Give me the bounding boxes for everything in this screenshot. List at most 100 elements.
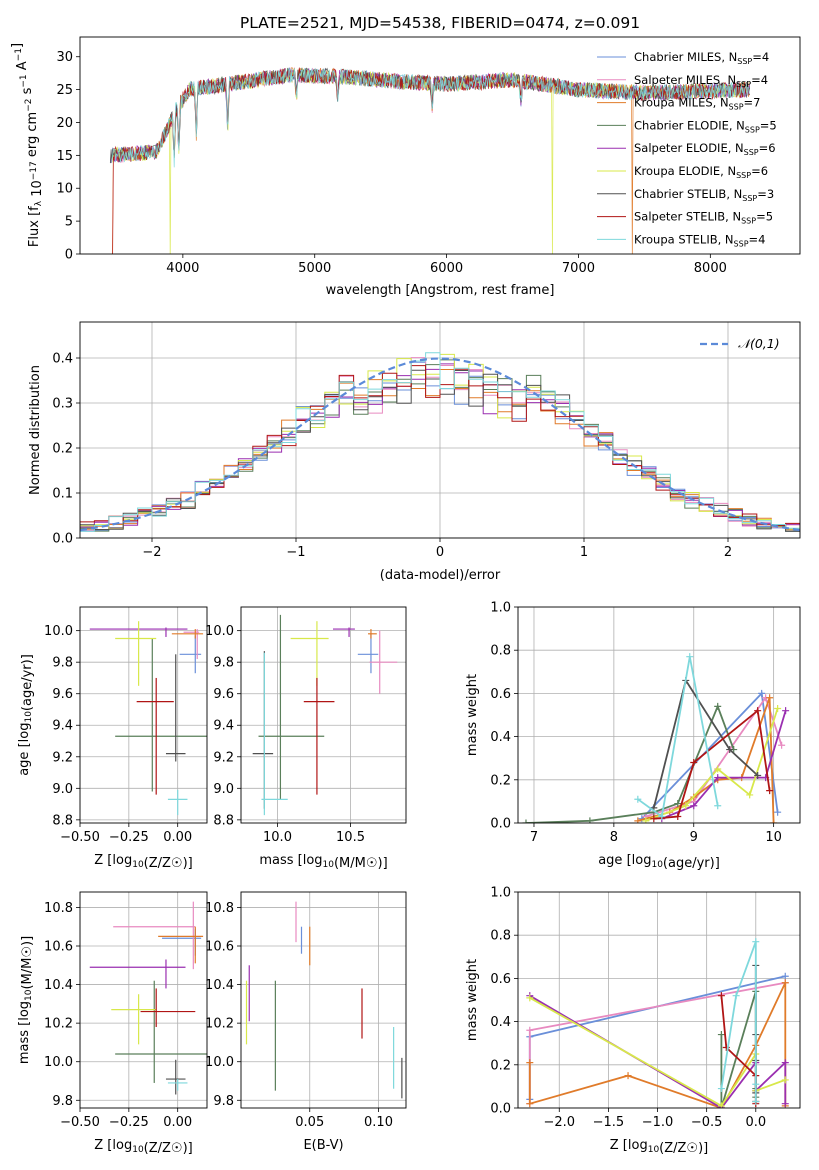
weight-point [714, 765, 722, 773]
weight_vs_Z-ylabel: mass weight [465, 959, 480, 1041]
weight_vs_age-ylabel: mass weight [465, 674, 480, 756]
x-tick-label: 0.00 [163, 830, 192, 845]
errorbar-kroupa-miles [158, 926, 204, 964]
legend-label: Chabrier MILES, NSSP=4 [634, 50, 769, 66]
weight-line [525, 703, 735, 823]
y-tick-label: 9.8 [213, 656, 234, 671]
y-tick-label: 10 [56, 182, 73, 197]
errorbar-salpeter-elodie [332, 627, 355, 637]
x-tick-label: 7 [530, 830, 538, 845]
weight_vs_age-frame [517, 606, 801, 824]
errorbar-chabrier-miles [179, 635, 202, 674]
weight-point [714, 774, 722, 782]
weight-series-salpeter-stelib [650, 707, 774, 823]
legend-label: Kroupa STELIB, NSSP=4 [634, 232, 765, 248]
x-tick-label: −1.0 [642, 1115, 674, 1130]
legend-label: Salpeter MILES, NSSP=4 [634, 73, 768, 89]
y-tick-label: 10.0 [205, 1055, 234, 1070]
y-tick-label: 10.2 [44, 1017, 73, 1032]
residuals-ylabel: Normed distribution [28, 365, 43, 495]
y-tick-label: 8.8 [213, 813, 234, 828]
y-tick-label: 30 [56, 50, 73, 65]
y-tick-label: 0.1 [52, 487, 73, 502]
x-tick-label: −0.50 [60, 1115, 100, 1130]
y-tick-label: 10.2 [205, 1017, 234, 1032]
weight-series-chabrier-elodie [522, 702, 738, 823]
x-tick-label: 1 [580, 545, 588, 560]
x-tick-label: −2 [142, 545, 161, 560]
errorbar-kroupa-miles [171, 629, 204, 639]
weight-point [766, 787, 774, 795]
y-tick-label: 0.6 [490, 972, 511, 987]
y-tick-label: 0.3 [52, 397, 73, 412]
spectrum-legend: Chabrier MILES, NSSP=4 Salpeter MILES, NS… [597, 50, 777, 248]
errorbar-kroupa-stelib [167, 1079, 188, 1091]
y-tick-label: 10.4 [205, 978, 234, 993]
weight-series-kroupa-elodie [642, 705, 782, 823]
errorbar-chabrier-stelib [165, 1059, 186, 1095]
y-tick-label: 1.0 [490, 886, 511, 901]
age_vs_mass-axes: 10.0 10.5 8.8 9.0 9.2 9.4 9.6 9.8 10.0 mass [log1… [205, 606, 407, 871]
age_vs_Z-plot-area [80, 607, 207, 823]
weight-point [781, 1076, 789, 1084]
y-tick-label: 9.4 [213, 719, 234, 734]
y-tick-label: 9.4 [52, 719, 73, 734]
weight-point [754, 707, 762, 715]
x-tick-label: 0.00 [163, 1115, 192, 1130]
y-tick-label: 10.6 [44, 940, 73, 955]
residuals-plot-area [80, 322, 800, 538]
y-tick-label: 10.4 [44, 978, 73, 993]
weight_vs_age-axes: 7 8 9 10 0.0 0.2 0.4 0.6 0.8 1.0 age [log10(age/yr… [465, 601, 801, 871]
residuals-frame [79, 321, 801, 539]
weight-point [526, 1026, 534, 1034]
weight-point [781, 1059, 789, 1067]
y-tick-label: 9.2 [213, 750, 234, 765]
weight-series-kroupa-miles [634, 694, 778, 823]
x-tick-label: 7000 [562, 261, 595, 276]
y-tick-label: 10.0 [44, 1055, 73, 1070]
age_vs_Z-frame [79, 606, 208, 824]
weight-point [758, 689, 766, 697]
y-tick-label: 9.0 [213, 782, 234, 797]
mass_vs_ebv-axes: 0.05 0.10 9.8 10.0 10.2 10.4 10.6 10.8 E(B-V) [205, 891, 407, 1153]
weight-line [637, 656, 719, 819]
x-tick-label: −0.25 [109, 1115, 149, 1130]
residuals-xlabel: (data-model)/error [380, 568, 501, 583]
age_vs_mass-xlabel: mass [log10(M/M☉)] [259, 853, 387, 871]
x-tick-label: 10.0 [263, 830, 292, 845]
y-tick-label: 10.0 [205, 624, 234, 639]
spectrum-line-chabrier-stelib [109, 67, 750, 164]
histogram-kroupa-stelib [80, 352, 800, 532]
x-tick-label: 9 [690, 830, 698, 845]
y-tick-label: 10.8 [205, 901, 234, 916]
weight-point [686, 653, 694, 661]
errorbar-chabrier-stelib [165, 654, 186, 762]
weight-point [781, 979, 789, 987]
weight_vs_Z-plot-area [518, 892, 800, 1108]
errorbar-chabrier-elodie [115, 638, 207, 792]
x-tick-label: 8 [610, 830, 618, 845]
figure-title: PLATE=2521, MJD=54538, FIBERID=0474, z=0… [240, 14, 640, 32]
mass_vs_Z-plot-area [80, 892, 207, 1108]
weight-point [774, 705, 782, 713]
y-tick-label: 0.0 [52, 532, 73, 547]
errorbar-chabrier-elodie [115, 980, 207, 1083]
mass_vs_ebv-plot-area [241, 892, 406, 1108]
y-tick-label: 9.2 [52, 750, 73, 765]
mass_vs_Z-ylabel: mass [log10(M/M☉)] [17, 936, 35, 1064]
weight-point [770, 819, 778, 823]
errorbar-salpeter-stelib [140, 988, 196, 1027]
weight-point [714, 802, 722, 810]
age_vs_Z-ylabel: age [log10(age/yr)] [17, 654, 35, 776]
weight-point [634, 817, 642, 823]
y-tick-label: 8.8 [52, 813, 73, 828]
y-tick-label: 10.6 [205, 940, 234, 955]
y-tick-label: 9.6 [213, 687, 234, 702]
weight-point [781, 972, 789, 980]
weight-point [726, 746, 734, 754]
y-tick-label: 0.4 [490, 730, 511, 745]
weight-point [717, 1031, 725, 1039]
spectrum-line-kroupa-stelib [111, 67, 750, 168]
legend-label: Salpeter STELIB, NSSP=5 [634, 210, 773, 226]
y-tick-label: 0.2 [490, 1058, 511, 1073]
